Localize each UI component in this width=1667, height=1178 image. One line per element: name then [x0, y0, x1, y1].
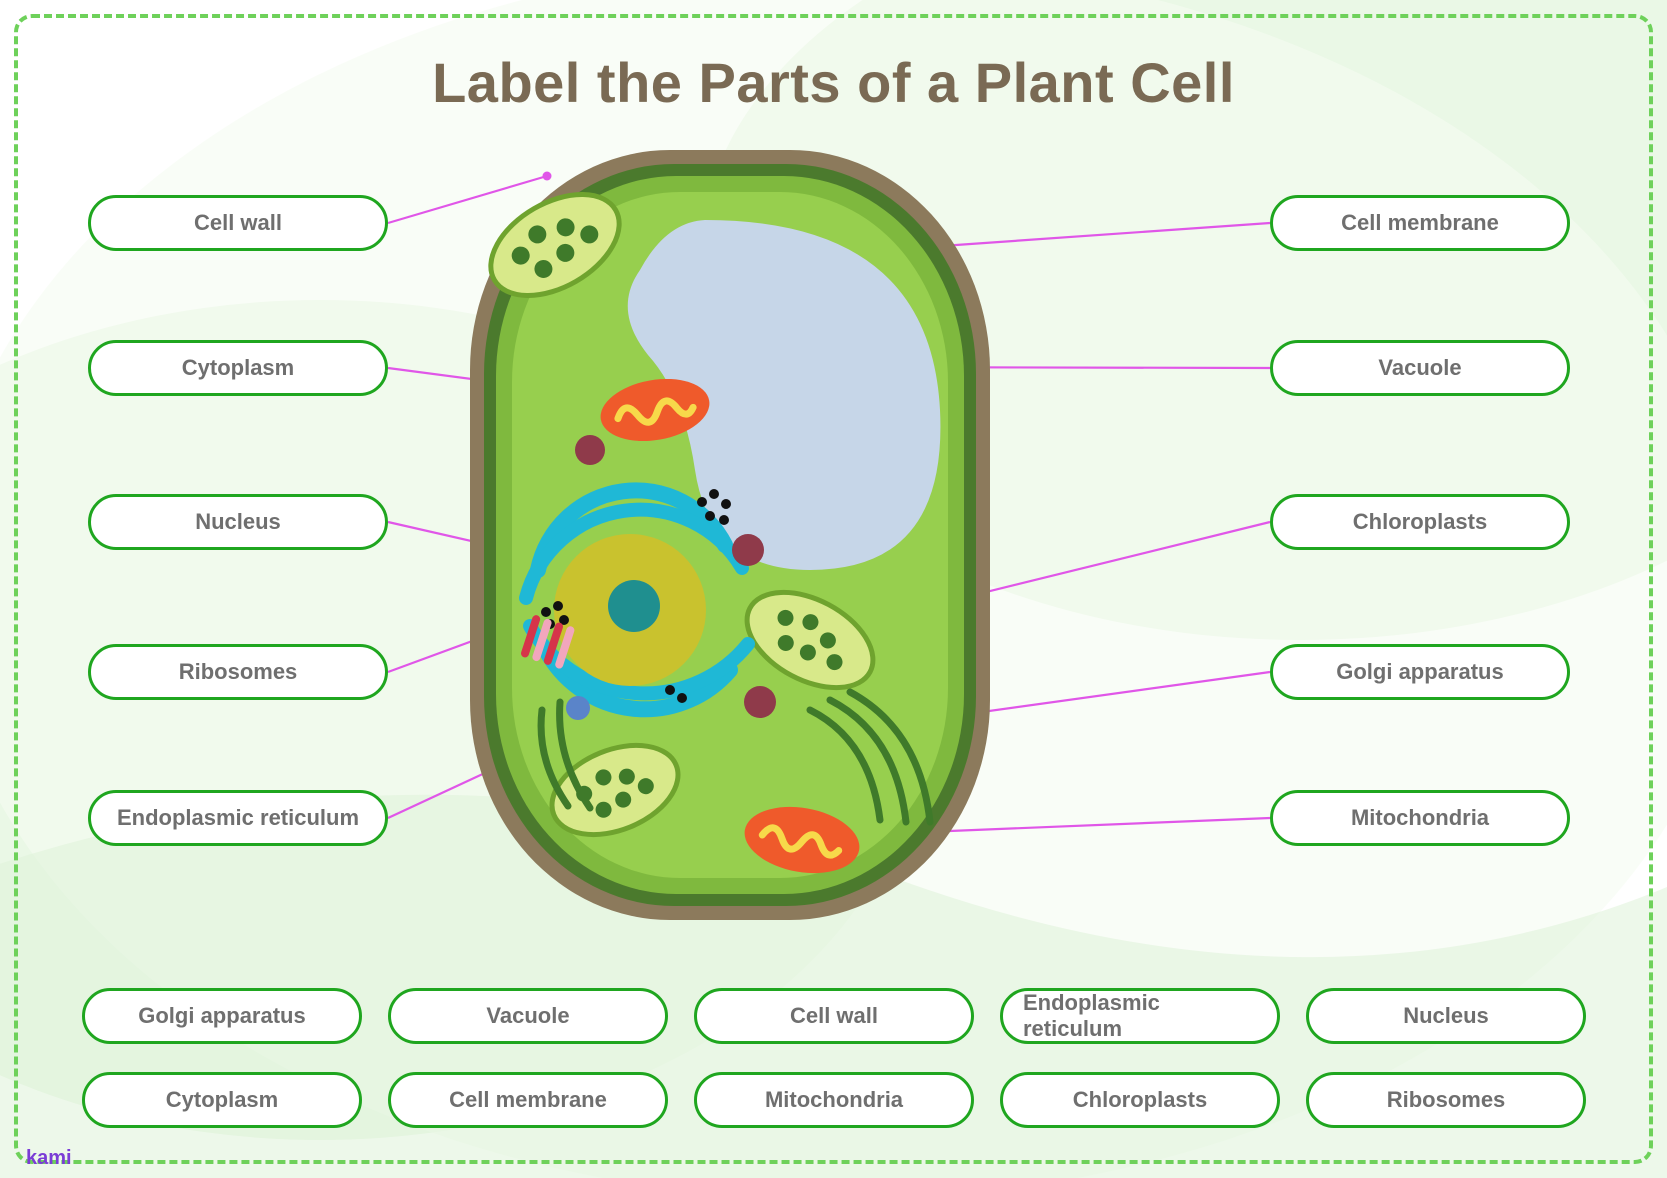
label-text: Mitochondria	[1351, 805, 1489, 831]
word-bank-pill[interactable]: Golgi apparatus	[82, 988, 362, 1044]
label-pill-nucleus[interactable]: Nucleus	[88, 494, 388, 550]
word-bank-text: Mitochondria	[765, 1087, 903, 1113]
word-bank-pill[interactable]: Cytoplasm	[82, 1072, 362, 1128]
word-bank-text: Cell wall	[790, 1003, 878, 1029]
label-text: Vacuole	[1378, 355, 1461, 381]
word-bank-pill[interactable]: Chloroplasts	[1000, 1072, 1280, 1128]
word-bank-pill[interactable]: Endoplasmic reticulum	[1000, 988, 1280, 1044]
label-text: Cytoplasm	[182, 355, 294, 381]
worksheet-page: Label the Parts of a Plant Cell	[0, 0, 1667, 1178]
label-pill-golgi[interactable]: Golgi apparatus	[1270, 644, 1570, 700]
word-bank-pill[interactable]: Cell membrane	[388, 1072, 668, 1128]
label-pill-er[interactable]: Endoplasmic reticulum	[88, 790, 388, 846]
label-text: Chloroplasts	[1353, 509, 1487, 535]
kami-watermark: kami	[26, 1147, 72, 1170]
label-text: Endoplasmic reticulum	[117, 805, 359, 831]
label-pill-cell-wall[interactable]: Cell wall	[88, 195, 388, 251]
word-bank-text: Ribosomes	[1387, 1087, 1506, 1113]
word-bank-text: Cytoplasm	[166, 1087, 278, 1113]
label-pill-ribosomes[interactable]: Ribosomes	[88, 644, 388, 700]
word-bank-text: Golgi apparatus	[138, 1003, 305, 1029]
word-bank-pill[interactable]: Vacuole	[388, 988, 668, 1044]
label-pill-vacuole[interactable]: Vacuole	[1270, 340, 1570, 396]
label-text: Cell membrane	[1341, 210, 1499, 236]
label-text: Ribosomes	[179, 659, 298, 685]
word-bank-text: Nucleus	[1403, 1003, 1489, 1029]
word-bank-pill[interactable]: Nucleus	[1306, 988, 1586, 1044]
word-bank-pill[interactable]: Ribosomes	[1306, 1072, 1586, 1128]
label-pill-cell-membrane[interactable]: Cell membrane	[1270, 195, 1570, 251]
word-bank-text: Cell membrane	[449, 1087, 607, 1113]
content-layer: Label the Parts of a Plant Cell	[0, 0, 1667, 1178]
word-bank-text: Vacuole	[486, 1003, 569, 1029]
label-text: Nucleus	[195, 509, 281, 535]
word-bank-text: Endoplasmic reticulum	[1023, 990, 1257, 1042]
label-text: Golgi apparatus	[1336, 659, 1503, 685]
label-pill-chloroplasts[interactable]: Chloroplasts	[1270, 494, 1570, 550]
label-pill-cytoplasm[interactable]: Cytoplasm	[88, 340, 388, 396]
word-bank-pill[interactable]: Mitochondria	[694, 1072, 974, 1128]
label-text: Cell wall	[194, 210, 282, 236]
word-bank-pill[interactable]: Cell wall	[694, 988, 974, 1044]
label-pill-mitochondria[interactable]: Mitochondria	[1270, 790, 1570, 846]
word-bank-text: Chloroplasts	[1073, 1087, 1207, 1113]
